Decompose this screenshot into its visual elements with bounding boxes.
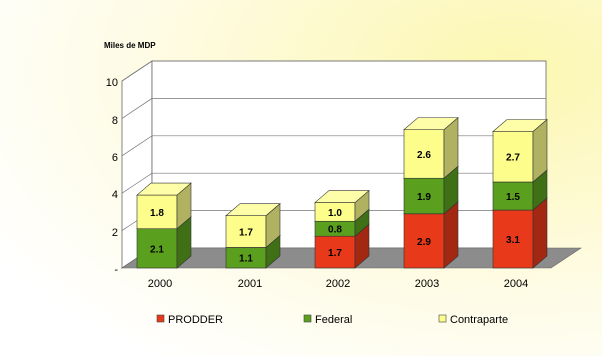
- bar-top-contraparte: [403, 117, 459, 130]
- bar-segment-federal: [492, 181, 534, 211]
- bar-top-contraparte: [225, 203, 281, 216]
- bar-top-contraparte: [314, 190, 370, 203]
- bar-stack: 1.1 1.7: [225, 202, 281, 269]
- legend-swatch-prodder: [156, 314, 165, 323]
- data-label: 2.9: [417, 237, 431, 248]
- legend: PRODDER Federal Contraparte: [156, 314, 508, 326]
- bar-stack: 2.1 1.8: [136, 182, 192, 269]
- bar-segment-prodder: [492, 209, 534, 269]
- bar-top-contraparte: [136, 182, 192, 196]
- data-label: 1.7: [328, 248, 342, 259]
- y-tick-label: 10: [106, 77, 118, 89]
- y-tick-label: -: [114, 264, 118, 276]
- bar-segment-prodder: [314, 235, 356, 269]
- data-label: 1.5: [506, 192, 520, 203]
- legend-swatch-federal: [303, 314, 312, 323]
- bar-top-contraparte: [492, 119, 548, 132]
- bar-stack: 2.9 1.9 2.6: [403, 116, 459, 269]
- x-tick-label: 2003: [415, 278, 439, 290]
- bar-segment-contraparte: [136, 194, 178, 230]
- legend-label-federal: Federal: [315, 314, 352, 326]
- x-tick-label: 2000: [148, 278, 172, 290]
- bar-segment-prodder: [403, 213, 445, 269]
- y-axis-title: Miles de MDP: [104, 41, 156, 50]
- data-label: 1.0: [328, 208, 342, 219]
- x-axis-ticks: 2000 2001 2002 2003 2004: [148, 278, 528, 290]
- data-label: 2.6: [417, 150, 431, 161]
- y-tick-label: 2: [112, 227, 118, 239]
- y-tick-label: 4: [112, 189, 118, 201]
- y-axis-ticks: - 2 4 6 8 10: [106, 77, 119, 276]
- legend-label-contraparte: Contraparte: [450, 314, 508, 326]
- bar-segment-contraparte: [225, 215, 267, 248]
- data-label: 3.1: [506, 235, 520, 246]
- x-tick-label: 2001: [238, 278, 262, 290]
- bars: 2.1 1.8 1.1 1.7 1.7 0.8 1.0 2.9 1.9 2.6 3.1 1.5 2.7: [136, 116, 548, 269]
- data-label: 1.7: [239, 228, 253, 239]
- legend-item-federal: Federal: [303, 314, 352, 326]
- data-label: 1.9: [417, 192, 431, 203]
- legend-item-prodder: PRODDER: [156, 314, 223, 326]
- x-tick-label: 2004: [504, 278, 528, 290]
- legend-label-prodder: PRODDER: [168, 314, 223, 326]
- data-label: 2.1: [150, 244, 164, 255]
- legend-item-contraparte: Contraparte: [438, 314, 508, 326]
- bar-stack: 3.1 1.5 2.7: [492, 118, 548, 269]
- y-tick-label: 8: [112, 115, 118, 127]
- legend-swatch-contraparte: [438, 314, 447, 323]
- data-label: 1.8: [150, 208, 164, 219]
- bar-segment-federal: [403, 177, 445, 215]
- data-label: 0.8: [328, 225, 342, 236]
- y-tick-label: 6: [112, 152, 118, 164]
- bar-stack: 1.7 0.8 1.0: [314, 189, 370, 269]
- data-label: 1.1: [239, 254, 253, 265]
- gridline: [121, 98, 546, 119]
- x-tick-label: 2002: [326, 278, 350, 290]
- gridline: [121, 60, 546, 82]
- data-label: 2.7: [506, 153, 520, 164]
